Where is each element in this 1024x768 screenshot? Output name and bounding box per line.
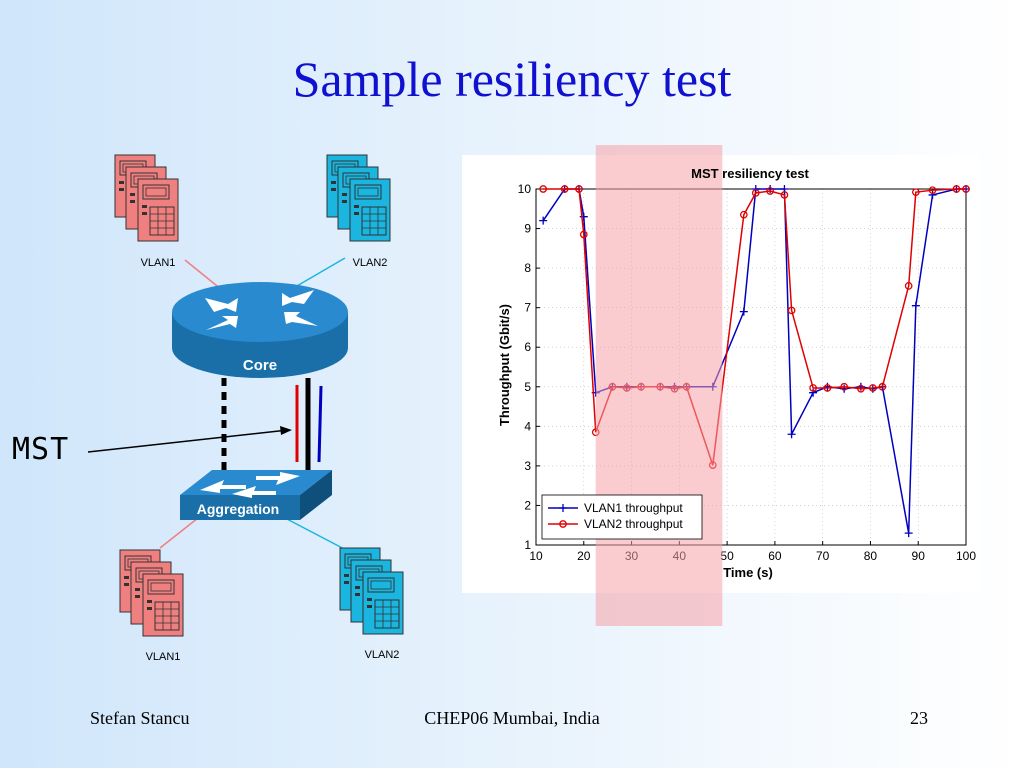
core-label: Core [243,357,277,374]
x-tick-label: 70 [816,549,830,563]
legend-marker-2 [559,520,567,528]
y-tick-label: 3 [524,459,531,473]
chart-xlabel: Time (s) [723,565,773,580]
mst-arrow [87,429,289,453]
x-tick-label: 20 [577,549,591,563]
series-2-point [928,186,937,195]
series-1-point [751,185,760,193]
series-1-point [809,388,818,397]
series-2-point [751,189,760,197]
series-1-point [579,212,588,221]
series-2-point [560,185,569,193]
footer-page-number: 23 [910,708,928,728]
legend-label-1: VLAN1 throughput [584,501,683,515]
vlan1-top-phones [114,154,179,242]
y-tick-label: 4 [524,419,531,433]
link-core-vlan1-top [184,259,223,291]
chart-ylabel: Throughput (Gbit/s) [497,304,512,426]
series-1-point [539,216,548,225]
x-tick-label: 80 [864,549,878,563]
throughput-chart: 10203040506070809010012345678910 MST res… [462,145,980,626]
series-2-point [823,384,832,392]
vlan1-bottom-phones [119,549,184,637]
series-2-point [962,185,970,193]
legend-box [541,494,703,540]
y-tick-label: 9 [524,222,531,236]
link-core-vlan2-top [289,257,346,291]
network-diagram: VLAN1 VLAN2 Core Aggregation [87,154,404,663]
series-2-point [780,191,789,199]
mst-arrowhead-icon [280,426,292,435]
vlan1-top-label: VLAN1 [141,257,176,269]
series-2-point [809,384,817,392]
y-tick-label: 1 [524,538,531,552]
x-tick-label: 10 [529,549,543,563]
series-2-point [878,382,887,391]
y-tick-label: 8 [524,261,531,275]
slide-title: Sample resiliency test [292,51,732,107]
series-1-point [911,301,920,310]
series-1-point [904,529,913,538]
core-router [172,282,348,378]
link-agg-vlan2-bottom [284,517,351,553]
y-tick-label: 6 [524,340,531,354]
failure-highlight-region [595,145,723,626]
series-2-point [952,185,961,193]
series-2-point [739,210,748,219]
router-arrows-icon [205,290,318,330]
series-2-point [904,282,913,290]
series-2-point [539,185,548,193]
aggregation-switch [180,470,332,520]
footer-author: Stefan Stancu [90,708,190,728]
series-2-point [911,188,920,197]
link-agg-vlan1-bottom [159,517,199,549]
vlan2-top-phones [326,154,391,242]
switch-arrows-icon [200,472,300,498]
chart-axes: 10203040506070809010012345678910 [518,182,977,563]
vlan1-bottom-label: VLAN1 [146,651,181,663]
x-tick-label: 100 [956,549,976,563]
series-2-point [868,384,877,392]
chart-title: MST resiliency test [691,166,809,181]
series-2-point [857,384,865,393]
vlan2-top-label: VLAN2 [353,257,388,269]
series-2-point [840,382,849,391]
vlan2-bottom-label: VLAN2 [365,649,400,661]
aggregation-label: Aggregation [197,501,279,517]
series-1-point [928,190,937,199]
legend-label-2: VLAN2 throughput [584,517,683,531]
chart-legend: VLAN1 throughput VLAN2 throughput [541,494,703,540]
series-2-point [579,230,588,239]
x-tick-label: 60 [768,549,782,563]
series-1-point [787,430,796,439]
y-tick-label: 10 [518,182,532,196]
legend-marker-1 [559,504,567,512]
x-tick-label: 50 [720,549,734,563]
plot-frame [535,188,967,546]
vlan2-bottom-phones [339,547,404,635]
y-tick-label: 5 [524,380,531,394]
y-tick-label: 2 [524,498,531,512]
footer-event: CHEP06 Mumbai, India [424,708,600,728]
series-2-point [575,185,583,193]
y-tick-label: 7 [524,301,531,315]
series-1-point [739,307,748,316]
series-2-point [787,306,796,315]
mst-label: MST [12,432,70,467]
link-vlan2-blue [317,385,323,463]
x-tick-label: 90 [912,549,926,563]
series-2-point [766,187,774,195]
